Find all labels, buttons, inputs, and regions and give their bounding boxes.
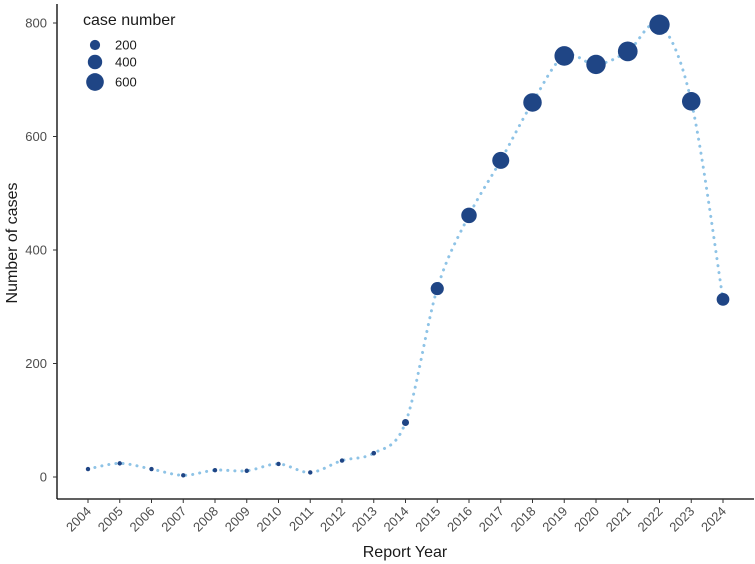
y-tick-label: 0: [40, 470, 47, 485]
data-point-2023: [681, 92, 701, 111]
y-axis-ticks: 0 200 400 600 800: [25, 16, 57, 485]
data-point-2018: [523, 93, 542, 112]
x-tick-label: 2014: [381, 504, 412, 535]
data-point-2006: [149, 466, 154, 472]
data-point-2005: [117, 461, 122, 466]
x-tick-label: 2015: [412, 504, 443, 535]
y-tick-label: 600: [25, 129, 47, 144]
y-tick-label: 400: [25, 243, 47, 258]
data-point-2014: [401, 418, 410, 427]
data-point-2012: [339, 458, 345, 463]
data-point-2022: [649, 14, 670, 35]
data-point-2011: [308, 470, 313, 475]
legend-label-200: 200: [115, 38, 137, 53]
legend-key-400: [87, 54, 103, 70]
x-tick-label: 2009: [222, 504, 253, 535]
x-axis-ticks: 2004 2005 2006 2007 2008 2009 2010 2011 2012 2013…: [63, 499, 729, 535]
legend-key-600: [86, 73, 104, 91]
data-point-2010: [276, 461, 281, 467]
legend-label-600: 600: [115, 75, 137, 90]
data-point-2021: [617, 41, 638, 62]
data-point-2007: [181, 473, 186, 478]
data-point-2016: [461, 207, 477, 224]
data-point-2017: [492, 151, 510, 169]
y-axis-title: Number of cases: [4, 183, 21, 304]
y-tick-label: 200: [25, 356, 47, 371]
trend-line: [86, 21, 725, 477]
x-axis-title: Report Year: [363, 544, 448, 561]
y-tick-label: 800: [25, 16, 47, 31]
x-tick-label: 2021: [603, 504, 634, 535]
x-tick-label: 2022: [635, 504, 666, 535]
x-tick-label: 2007: [158, 504, 189, 535]
data-point-2024: [716, 293, 730, 306]
x-tick-label: 2020: [571, 504, 602, 535]
data-point-2015: [430, 282, 444, 296]
x-tick-label: 2010: [254, 504, 285, 535]
x-tick-label: 2018: [508, 504, 539, 535]
x-tick-label: 2005: [95, 504, 126, 535]
legend: case number 200 400 600: [83, 12, 176, 91]
data-point-2004: [85, 466, 91, 472]
data-point-2013: [371, 450, 377, 456]
data-points: [85, 14, 730, 478]
legend-key-200: [89, 39, 101, 51]
x-tick-label: 2019: [539, 504, 570, 535]
x-tick-label: 2011: [286, 504, 316, 534]
data-point-2008: [212, 467, 218, 473]
data-point-2009: [244, 468, 249, 473]
legend-label-400: 400: [115, 55, 137, 70]
x-tick-label: 2008: [190, 504, 221, 535]
x-tick-label: 2016: [444, 504, 475, 535]
x-tick-label: 2017: [476, 504, 507, 535]
x-tick-label: 2006: [127, 504, 158, 535]
x-tick-label: 2013: [349, 504, 380, 535]
x-tick-label: 2012: [317, 504, 348, 535]
x-tick-label: 2004: [63, 504, 94, 535]
legend-title: case number: [83, 12, 176, 29]
data-point-2020: [586, 54, 606, 75]
data-point-2019: [554, 46, 575, 66]
x-tick-label: 2023: [666, 504, 697, 535]
x-tick-label: 2024: [698, 504, 729, 535]
